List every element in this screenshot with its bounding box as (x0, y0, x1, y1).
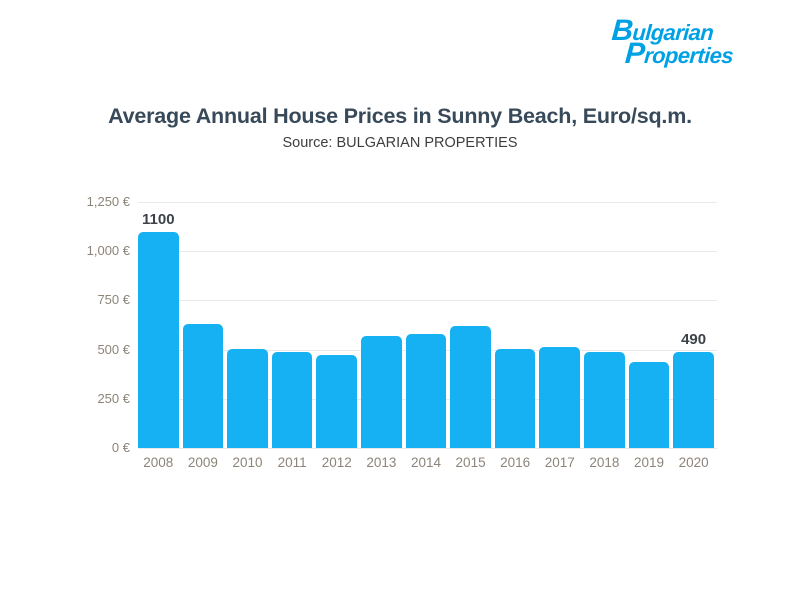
x-tick-label-2020: 2020 (678, 455, 709, 470)
bar-2012[interactable] (316, 354, 358, 448)
chart-subtitle: Source: BULGARIAN PROPERTIES (282, 135, 518, 151)
plot-area: 0 € 250 € 500 € 750 € 1,000 € 1,250 € 1100 490 (87, 194, 717, 455)
y-tick-label-250: 250 € (97, 390, 130, 406)
x-tick-label-2008: 2008 (143, 455, 174, 470)
x-tick-label-2010: 2010 (232, 455, 263, 470)
bar-2009[interactable] (182, 324, 224, 448)
x-tick-label-2015: 2015 (455, 455, 486, 470)
logo-line-2: Properties (624, 36, 734, 70)
data-label-2020: 490 (681, 330, 707, 348)
bar-2014[interactable] (405, 333, 447, 448)
gridline-750 (138, 300, 717, 302)
bulgarian-properties-logo: Bulgarian Properties (609, 14, 778, 70)
x-tick-label-2017: 2017 (544, 455, 575, 470)
data-label-2008: 1100 (142, 210, 175, 228)
bar-2020[interactable]: 490 (673, 331, 714, 448)
x-tick-label-2009: 2009 (187, 455, 218, 470)
bar-2018[interactable] (584, 351, 625, 448)
bar-2011[interactable] (271, 351, 313, 448)
bar-2016[interactable] (494, 348, 536, 448)
y-tick-label-0: 0 € (111, 440, 130, 455)
x-axis-labels: 2008 2009 2010 2011 2012 2013 2014 2015 2016 2017… (138, 455, 714, 470)
x-tick-label-2012: 2012 (321, 455, 352, 470)
bar-2008[interactable]: 1100 (138, 211, 179, 448)
y-tick-label-1000: 1,000 € (86, 243, 130, 259)
bar-2010[interactable] (227, 348, 268, 448)
gridline-0 (138, 448, 717, 449)
y-tick-label-500: 500 € (97, 341, 130, 357)
x-tick-label-2013: 2013 (366, 455, 397, 470)
y-tick-label-750: 750 € (97, 292, 130, 308)
gridline-1250 (138, 202, 717, 203)
y-tick-label-1250: 1,250 € (86, 194, 130, 209)
x-tick-label-2019: 2019 (633, 455, 665, 470)
x-tick-label-2014: 2014 (410, 455, 441, 470)
bar-2013[interactable] (361, 335, 402, 448)
bar-2017[interactable] (539, 346, 581, 448)
bars-container: 1100 490 (138, 202, 714, 448)
bar-2019[interactable] (628, 362, 670, 448)
chart-title: Average Annual House Prices in Sunny Bea… (108, 104, 692, 128)
gridline-1000 (138, 251, 717, 253)
bar-2015[interactable] (450, 326, 491, 448)
x-tick-label-2016: 2016 (500, 455, 531, 470)
x-tick-label-2011: 2011 (277, 455, 307, 470)
x-tick-label-2018: 2018 (589, 455, 620, 470)
